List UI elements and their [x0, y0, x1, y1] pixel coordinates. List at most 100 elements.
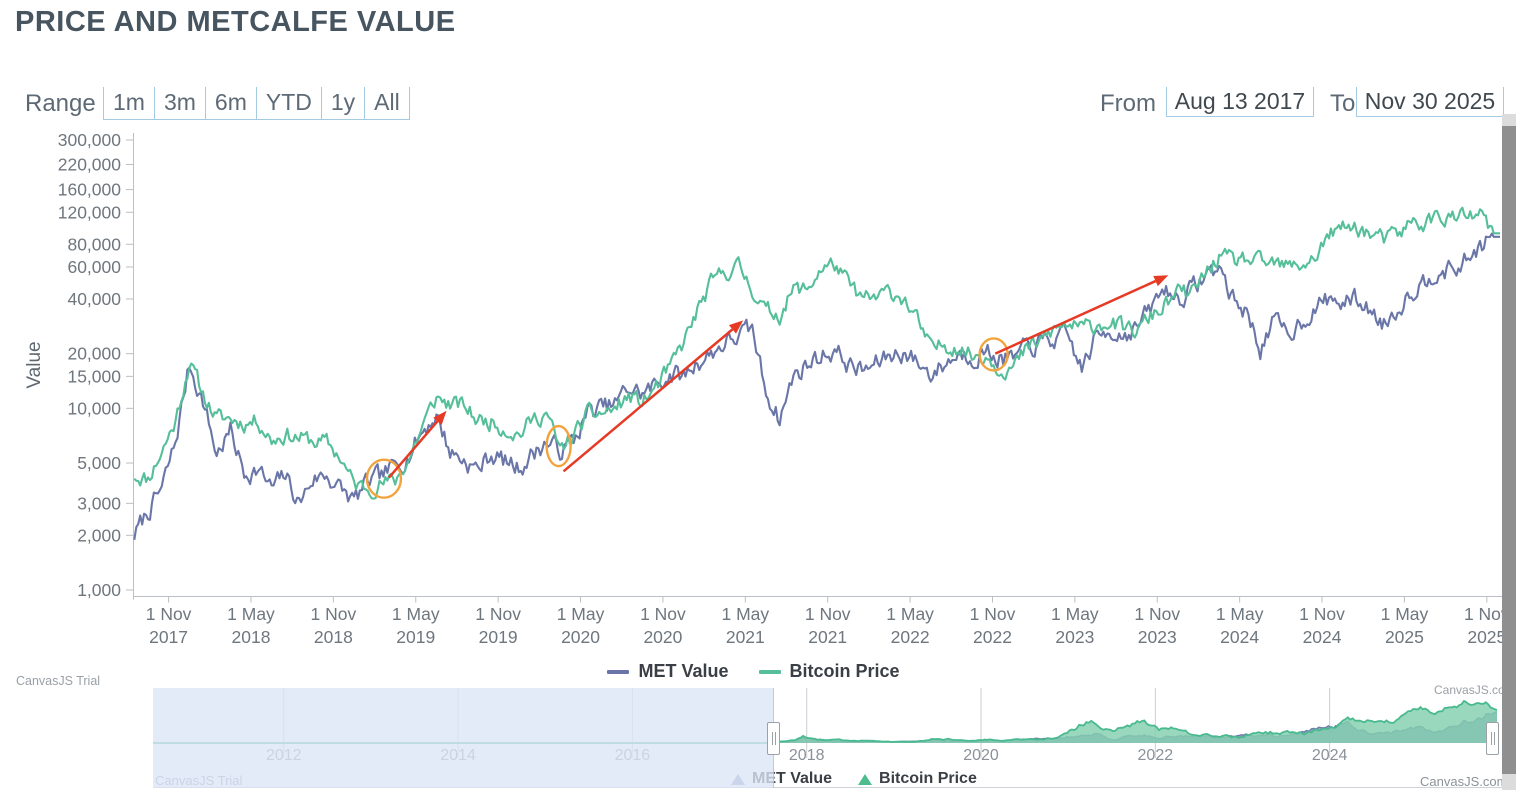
vertical-scrollbar-track[interactable] — [1502, 114, 1516, 790]
highlight-circle-annotation — [545, 424, 572, 468]
highlight-circle-annotation — [978, 337, 1009, 372]
axis-label: 2022 — [973, 627, 1012, 647]
axis-label: 80,000 — [67, 234, 121, 254]
axis-label: 2020 — [643, 627, 682, 647]
axis-label: 1 Nov — [311, 604, 357, 624]
axis-label: 2022 — [1138, 747, 1174, 764]
trend-arrow-annotation — [387, 420, 439, 479]
axis-label: 2022 — [891, 627, 930, 647]
axis-label: 1 May — [557, 604, 605, 624]
range-buttons: 1m 3m 6m YTD 1y All — [103, 87, 410, 120]
navigator-mask-region[interactable] — [153, 688, 774, 788]
axis-label: 1 May — [1381, 604, 1429, 624]
main-chart-series — [133, 206, 1500, 540]
series-bitcoin-price — [133, 206, 1500, 500]
from-date-input[interactable] — [1166, 87, 1314, 117]
range-button-all[interactable]: All — [364, 87, 410, 120]
axis-label: 1 Nov — [475, 604, 521, 624]
navigator-legend-item-bitcoin-price[interactable]: Bitcoin Price — [858, 770, 977, 788]
to-date-input[interactable] — [1356, 87, 1504, 117]
axis-label: 2023 — [1138, 627, 1177, 647]
range-button-3m[interactable]: 3m — [153, 87, 206, 120]
navigator-legend-label: Bitcoin Price — [879, 770, 977, 787]
axis-label: 2018 — [314, 627, 353, 647]
watermark-canvasjs-link-bottom[interactable]: CanvasJS.com — [1420, 774, 1508, 789]
triangle-marker-icon — [858, 773, 873, 785]
trend-arrow-annotation — [562, 328, 734, 473]
trend-arrow-annotation — [994, 279, 1157, 355]
legend-label: MET Value — [638, 661, 729, 681]
axis-label: 2025 — [1467, 627, 1506, 647]
axis-label: 1 Nov — [146, 604, 192, 624]
series-met-value — [133, 232, 1500, 540]
axis-label: 2,000 — [77, 525, 121, 545]
axis-label: Value — [24, 341, 45, 388]
range-button-1y[interactable]: 1y — [320, 87, 366, 120]
axis-label: 5,000 — [77, 453, 121, 473]
axis-label: 2024 — [1303, 627, 1342, 647]
main-legend: MET Value Bitcoin Price — [0, 661, 1527, 682]
legend-marker-line — [758, 669, 781, 674]
axis-label: 2018 — [789, 747, 825, 764]
axis-label: 1 May — [1216, 604, 1264, 624]
axis-label: 3,000 — [77, 493, 121, 513]
to-label: To — [1330, 90, 1356, 117]
axis-label: 1,000 — [77, 580, 121, 600]
chart-annotations — [365, 275, 1169, 499]
from-label: From — [1100, 90, 1156, 117]
axis-label: 15,000 — [67, 366, 121, 386]
trend-arrowhead — [728, 320, 744, 334]
watermark-canvasjs-trial: CanvasJS Trial — [16, 674, 101, 688]
axis-label: 40,000 — [67, 289, 121, 309]
axis-label: 20,000 — [67, 344, 121, 364]
axis-label: 1 Nov — [1299, 604, 1345, 624]
navigator-line-bitcoin-price — [153, 699, 1498, 744]
navigator-area-bitcoin-price — [153, 700, 1497, 743]
axis-label: 1 May — [886, 604, 934, 624]
axis-label: 2023 — [1055, 627, 1094, 647]
axis-label: 220,000 — [58, 154, 122, 174]
range-button-1m[interactable]: 1m — [103, 87, 155, 120]
range-button-6m[interactable]: 6m — [204, 87, 257, 120]
axis-label: 1 May — [392, 604, 440, 624]
legend-label: Bitcoin Price — [789, 661, 900, 681]
axis-label: 1 Nov — [805, 604, 851, 624]
axis-label: 60,000 — [67, 257, 121, 277]
axis-label: 2024 — [1312, 747, 1348, 764]
axis-label: 1 Nov — [970, 604, 1016, 624]
axis-label: 2017 — [149, 627, 188, 647]
axis-label: 2025 — [1385, 627, 1424, 647]
axis-label: 160,000 — [58, 180, 122, 200]
vertical-scrollbar-thumb[interactable] — [1502, 126, 1516, 774]
axis-label: 300,000 — [58, 130, 122, 150]
axis-label: 2019 — [396, 627, 435, 647]
axis-label: 10,000 — [67, 398, 121, 418]
axis-label: 2018 — [232, 627, 271, 647]
legend-marker-line — [607, 669, 630, 674]
highlight-circle-annotation — [365, 458, 403, 499]
axis-label: 2021 — [808, 627, 847, 647]
watermark-canvasjs-link-top[interactable]: CanvasJS.com — [1434, 683, 1515, 697]
axis-label: 1 Nov — [1464, 604, 1510, 624]
legend-item-bitcoin-price[interactable]: Bitcoin Price — [758, 661, 900, 682]
trend-arrowhead — [1153, 275, 1169, 287]
axis-label: 1 Nov — [1134, 604, 1180, 624]
navigator-left-handle[interactable] — [767, 722, 780, 755]
axis-label: 2020 — [963, 747, 999, 764]
navigator-right-handle[interactable] — [1486, 722, 1499, 755]
axis-label: 2021 — [726, 627, 765, 647]
axis-label: 2020 — [561, 627, 600, 647]
axis-label: 2024 — [1220, 627, 1259, 647]
axis-label: 1 May — [227, 604, 275, 624]
range-label: Range — [25, 90, 96, 117]
axis-label: 1 May — [721, 604, 769, 624]
axis-label: 1 Nov — [640, 604, 686, 624]
trend-arrowhead — [433, 410, 447, 425]
legend-item-met-value[interactable]: MET Value — [607, 661, 729, 682]
axis-label: 120,000 — [58, 202, 122, 222]
page-title: PRICE AND METCALFE VALUE — [15, 6, 456, 38]
axis-label: 1 May — [1051, 604, 1099, 624]
axis-label: 2019 — [479, 627, 518, 647]
